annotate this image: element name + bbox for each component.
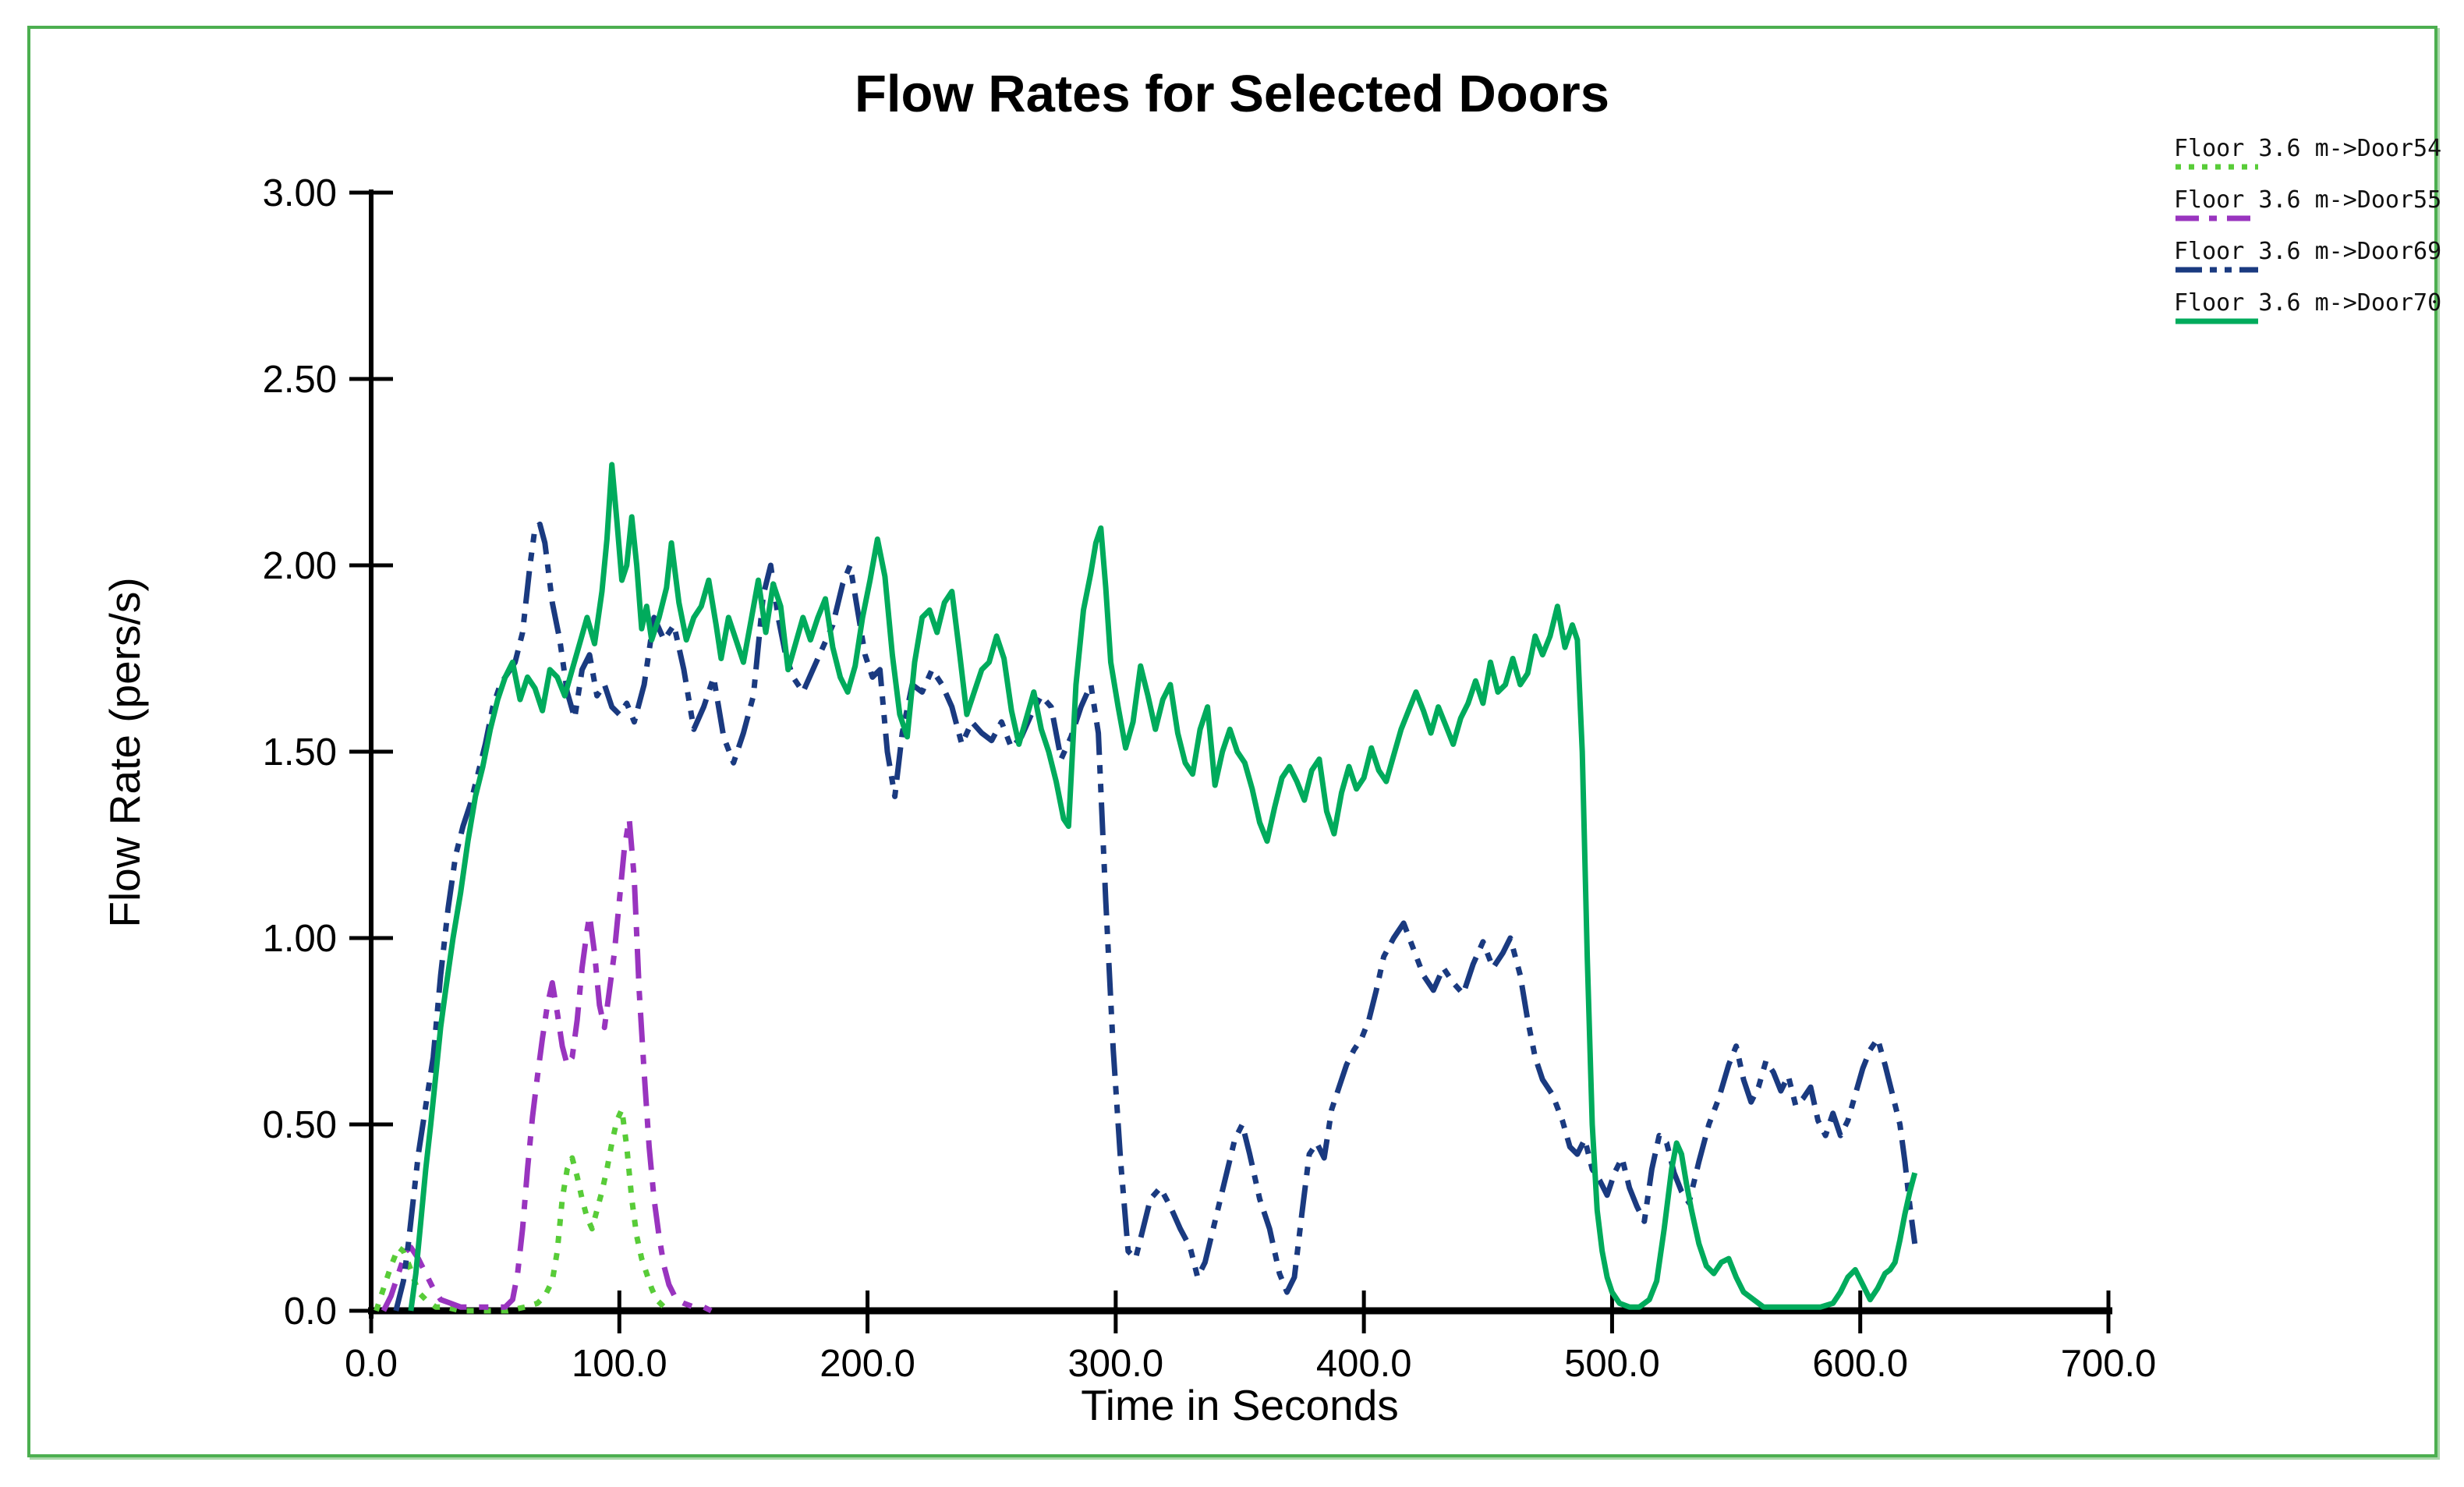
x-tick-label: 0.0 (345, 1343, 398, 1385)
x-tick-label: 100.0 (572, 1343, 667, 1385)
y-tick-label: 1.00 (263, 918, 337, 960)
legend-item-door54: Floor 3.6 m->Door54 (2174, 136, 2464, 171)
y-tick-label: 2.50 (263, 359, 337, 401)
chart-title: Flow Rates for Selected Doors (855, 65, 1609, 123)
legend-line-door54-icon (2175, 164, 2258, 170)
y-tick-label: 0.0 (284, 1291, 337, 1333)
legend: Floor 3.6 m->Door54 Floor 3.6 m->Door55 … (2174, 136, 2464, 342)
series-line-3 (393, 521, 1918, 1312)
y-tick-label: 3.00 (263, 172, 337, 214)
x-axis-label: Time in Seconds (1081, 1381, 1399, 1429)
x-tick-label: 300.0 (1068, 1343, 1164, 1385)
series-line-4 (408, 462, 1918, 1312)
x-tick-label: 500.0 (1564, 1343, 1660, 1385)
series-line-1 (373, 1106, 673, 1314)
x-tick-label: 700.0 (2061, 1343, 2157, 1385)
x-tick-label: 400.0 (1316, 1343, 1412, 1385)
y-tick-label: 0.50 (263, 1104, 337, 1146)
series-line-2 (381, 816, 713, 1314)
x-tick-label: 600.0 (1812, 1343, 1908, 1385)
legend-item-door55: Floor 3.6 m->Door55 (2174, 187, 2464, 222)
legend-line-door69-icon (2175, 267, 2258, 273)
legend-label-door70: Floor 3.6 m->Door70 (2174, 289, 2442, 317)
x-tick-label: 200.0 (820, 1343, 915, 1385)
legend-item-door70: Floor 3.6 m->Door70 (2174, 290, 2464, 325)
y-tick-label: 1.50 (263, 731, 337, 774)
y-tick-label: 2.00 (263, 545, 337, 587)
legend-item-door69: Floor 3.6 m->Door69 (2174, 239, 2464, 274)
legend-line-door55-icon (2175, 215, 2258, 221)
y-axis-label: Flow Rate (pers/s) (101, 577, 149, 928)
legend-line-door70-icon (2175, 318, 2258, 324)
legend-label-door55: Floor 3.6 m->Door55 (2174, 186, 2442, 214)
legend-label-door69: Floor 3.6 m->Door69 (2174, 238, 2442, 265)
legend-label-door54: Floor 3.6 m->Door54 (2174, 135, 2442, 162)
